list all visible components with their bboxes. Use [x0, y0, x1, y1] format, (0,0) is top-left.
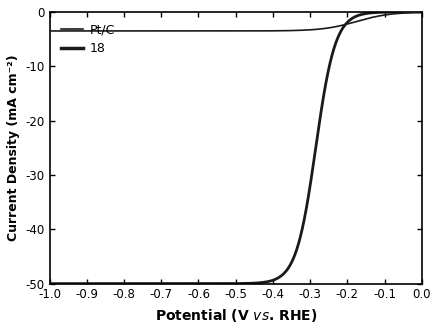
Legend: Pt/C, 18: Pt/C, 18 — [56, 18, 120, 61]
X-axis label: Potential (V $\mathit{vs}$. RHE): Potential (V $\mathit{vs}$. RHE) — [155, 307, 317, 324]
Y-axis label: Current Density (mA cm⁻²): Current Density (mA cm⁻²) — [7, 55, 20, 241]
